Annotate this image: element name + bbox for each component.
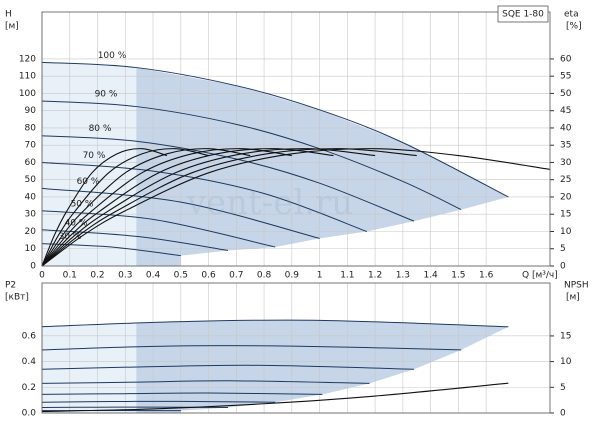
curve-label: 30 % xyxy=(59,232,82,242)
y2-tick-label: 0 xyxy=(560,262,566,272)
y-tick-label: 0.6 xyxy=(22,331,37,341)
y2-tick-label: 20 xyxy=(560,192,572,202)
y2-tick-label: 50 xyxy=(560,89,572,99)
curve-y2 xyxy=(41,148,551,267)
curve-y2 xyxy=(41,148,292,267)
y2-tick-label: 45 xyxy=(560,106,571,116)
watermark: vent-el.ru xyxy=(186,183,353,223)
curve xyxy=(41,392,323,395)
y-tick-label: 110 xyxy=(19,72,36,82)
curve xyxy=(41,210,276,248)
curve-y2 xyxy=(41,148,376,267)
chart-title: SQE 1-80 xyxy=(502,10,544,20)
y-tick-label: 0 xyxy=(30,262,36,272)
curve xyxy=(41,61,509,198)
curve-label: 90 % xyxy=(95,90,118,100)
y-label-unit: [м] xyxy=(5,22,19,32)
x-tick-label: 1.5 xyxy=(451,271,465,281)
curve-label: 60 % xyxy=(77,177,100,187)
y-label: P2 xyxy=(5,281,16,291)
x-tick-label: 0.8 xyxy=(257,271,272,281)
x-tick-label: 0 xyxy=(39,271,45,281)
curve xyxy=(41,187,320,239)
y-tick-label: 70 xyxy=(25,141,37,151)
curve-y2 xyxy=(41,148,209,267)
curve-y2 xyxy=(41,148,417,267)
y-tick-label: 10 xyxy=(25,244,37,254)
x-tick-label: 1.6 xyxy=(479,271,494,281)
curve xyxy=(41,380,370,384)
curve-label: 70 % xyxy=(83,151,106,161)
x-tick-label: 0.7 xyxy=(229,271,243,281)
operating-area xyxy=(136,67,509,266)
y-tick-label: 60 xyxy=(25,158,37,168)
curve-y2 xyxy=(41,148,251,267)
y2-label: eta xyxy=(564,10,579,20)
y-tick-label: 30 xyxy=(25,210,37,220)
curve-label: 50 % xyxy=(71,199,94,209)
y2-tick-label: 0 xyxy=(560,409,566,419)
curve-label: 40 % xyxy=(65,218,88,228)
y2-tick-label: 35 xyxy=(560,141,571,151)
y2-tick-label: 5 xyxy=(560,383,566,393)
y2-label-unit: [м] xyxy=(566,293,580,303)
y2-tick-label: 5 xyxy=(560,244,566,254)
y2-tick-label: 15 xyxy=(560,210,571,220)
y-tick-label: 40 xyxy=(25,192,37,202)
y2-tick-label: 10 xyxy=(560,227,572,237)
curve xyxy=(41,400,276,403)
curve-label: 80 % xyxy=(89,124,112,134)
curve-y2 xyxy=(41,148,334,267)
y-tick-label: 80 xyxy=(25,123,37,133)
y2-tick-label: 60 xyxy=(560,54,572,64)
y-tick-label: 20 xyxy=(25,227,37,237)
y-tick-label: 100 xyxy=(19,89,36,99)
y-tick-label: 0.0 xyxy=(22,409,37,419)
x-tick-label: 1.1 xyxy=(340,271,354,281)
title-box xyxy=(497,5,549,23)
curve xyxy=(41,319,509,328)
x-label: Q [м³/ч] xyxy=(522,271,558,281)
curve-label: 100 % xyxy=(98,51,127,61)
y2-tick-label: 25 xyxy=(560,175,571,185)
y2-tick-label: 10 xyxy=(560,357,572,367)
curve xyxy=(41,135,415,222)
x-tick-label: 1.2 xyxy=(368,271,382,281)
plot-border xyxy=(41,282,551,414)
x-tick-label: 0.9 xyxy=(285,271,300,281)
curve xyxy=(41,100,462,211)
curve xyxy=(41,243,181,257)
y2-label-unit: [%] xyxy=(566,22,582,32)
x-tick-label: 0.4 xyxy=(146,271,161,281)
x-tick-label: 0.2 xyxy=(90,271,104,281)
x-tick-label: 0.6 xyxy=(201,271,216,281)
y2-tick-label: 30 xyxy=(560,158,572,168)
x-tick-label: 0.5 xyxy=(174,271,188,281)
y-tick-label: 0.2 xyxy=(22,383,36,393)
x-tick-label: 1.4 xyxy=(423,271,438,281)
plot-border xyxy=(41,11,551,267)
y2-tick-label: 40 xyxy=(560,123,572,133)
x-tick-label: 1.3 xyxy=(396,271,410,281)
curve xyxy=(41,161,367,232)
y2-tick-label: 15 xyxy=(560,331,571,341)
y-tick-label: 120 xyxy=(19,54,36,64)
y2-label: NPSH xyxy=(564,281,589,291)
x-tick-label: 0.3 xyxy=(118,271,132,281)
curve-y2 xyxy=(41,382,509,413)
y-label-unit: [кВт] xyxy=(5,293,29,303)
curve xyxy=(41,229,229,251)
y-tick-label: 90 xyxy=(25,106,37,116)
y-tick-label: 0.4 xyxy=(22,357,37,367)
y-label: H xyxy=(5,10,12,20)
curve-y2 xyxy=(41,148,168,267)
y2-tick-label: 55 xyxy=(560,72,571,82)
y-tick-label: 50 xyxy=(25,175,37,185)
curve xyxy=(41,364,414,370)
curve xyxy=(41,345,462,351)
x-tick-label: 0.1 xyxy=(63,271,77,281)
x-tick-label: 1 xyxy=(317,271,323,281)
